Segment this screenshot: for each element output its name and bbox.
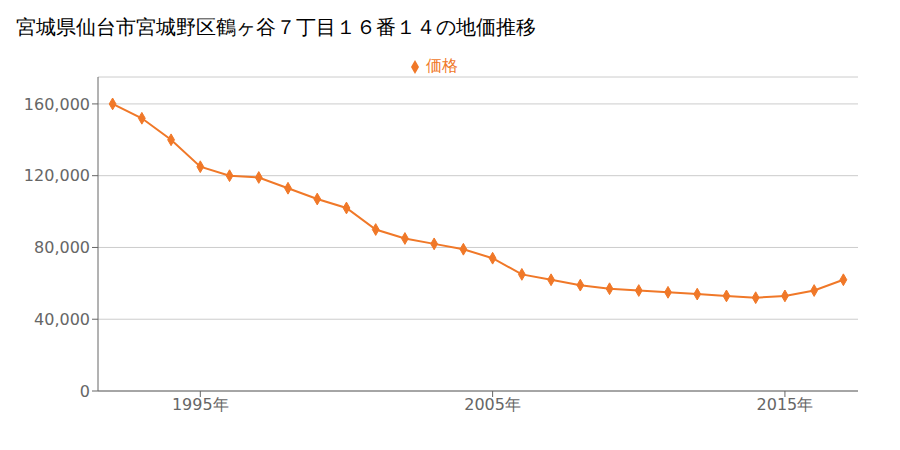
svg-text:40,000: 40,000 bbox=[34, 310, 90, 329]
svg-text:2015年: 2015年 bbox=[757, 395, 814, 414]
svg-text:120,000: 120,000 bbox=[24, 166, 90, 185]
svg-text:80,000: 80,000 bbox=[34, 238, 90, 257]
svg-text:2005年: 2005年 bbox=[464, 395, 521, 414]
svg-text:1995年: 1995年 bbox=[172, 395, 229, 414]
html-text:宮城県仙台市宮城野区鶴ヶ谷７丁目１６番１４の地価推移: 宮城県仙台市宮城野区鶴ヶ谷７丁目１６番１４の地価推移 bbox=[16, 15, 536, 39]
svg-text:160,000: 160,000 bbox=[24, 95, 90, 114]
svg-text:0: 0 bbox=[80, 382, 90, 401]
html-text:価格: 価格 bbox=[426, 56, 458, 75]
